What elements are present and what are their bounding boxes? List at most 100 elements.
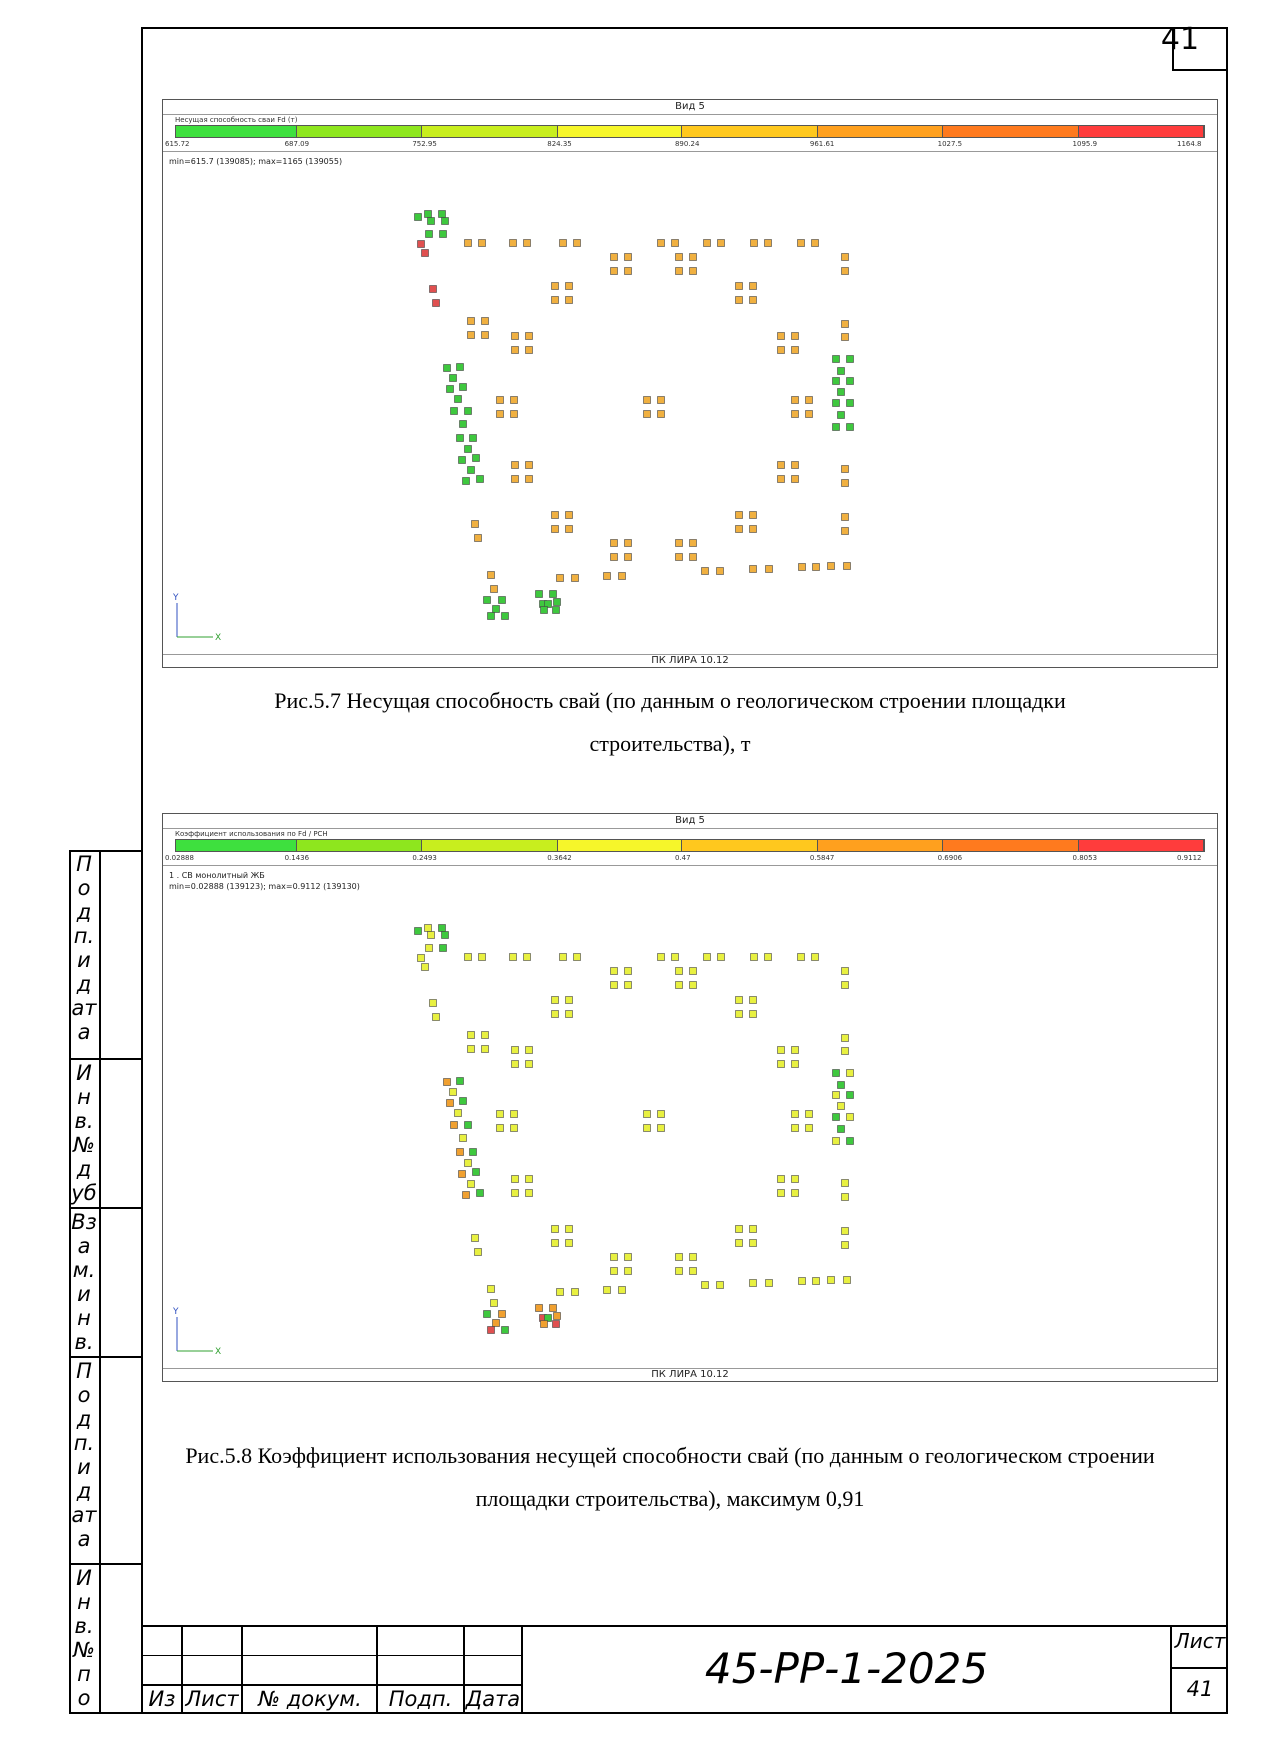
pile-marker [456, 434, 464, 442]
scale-labels: 0.02888 0.1436 0.2493 0.3642 0.47 0.5847 0.690… [163, 854, 1217, 864]
scale-tick-label: 1164.8 [1177, 140, 1202, 148]
scale-tick-label: 0.2493 [412, 854, 437, 862]
pile-marker [610, 1267, 618, 1275]
scale-tick-label: 0.47 [674, 854, 691, 862]
pile-marker [459, 383, 467, 391]
pile-marker [846, 355, 854, 363]
footer-divider [163, 1368, 1217, 1369]
pile-marker [525, 332, 533, 340]
pile-marker [791, 332, 799, 340]
pile-marker [467, 1045, 475, 1053]
title-divider [163, 114, 1217, 115]
pile-marker [551, 1225, 559, 1233]
scale-segment [176, 126, 297, 137]
sheet-box-line [1170, 1667, 1228, 1669]
scale-segment [557, 840, 683, 851]
pile-marker [481, 1045, 489, 1053]
pile-marker [764, 239, 772, 247]
pile-marker [657, 1124, 665, 1132]
pile-plan: YX [172, 210, 854, 643]
pile-marker [429, 285, 437, 293]
scale-segment [1079, 840, 1204, 851]
pile-marker [487, 1326, 495, 1334]
pile-marker [624, 253, 632, 261]
pile-marker [478, 953, 486, 961]
pile-marker [525, 1046, 533, 1054]
pile-marker [701, 567, 709, 575]
pile-marker [551, 282, 559, 290]
pile-marker [805, 1124, 813, 1132]
pile-marker [832, 355, 840, 363]
pile-marker [610, 981, 618, 989]
title-block-top-line [141, 1625, 1228, 1627]
pile-marker [510, 1110, 518, 1118]
pile-marker [671, 953, 679, 961]
pile-marker [462, 1191, 470, 1199]
pile-marker [703, 953, 711, 961]
pile-marker [443, 1078, 451, 1086]
pile-marker [559, 239, 567, 247]
pile-marker [689, 1253, 697, 1261]
pile-marker [571, 574, 579, 582]
pile-marker [432, 1013, 440, 1021]
footer-divider [163, 654, 1217, 655]
pile-marker [837, 388, 845, 396]
pile-marker [841, 1179, 849, 1187]
pile-marker [487, 571, 495, 579]
pile-marker [496, 410, 504, 418]
pile-marker [643, 1110, 651, 1118]
pile-marker [791, 346, 799, 354]
pile-marker [525, 1189, 533, 1197]
pile-marker [846, 1091, 854, 1099]
pile-marker [551, 525, 559, 533]
pile-marker [610, 553, 618, 561]
pile-marker [565, 282, 573, 290]
pile-marker [511, 1060, 519, 1068]
pile-marker [535, 590, 543, 598]
software-footer: ПК ЛИРА 10.12 [651, 655, 729, 666]
pile-marker [689, 967, 697, 975]
y-axis-label: Y [172, 1307, 179, 1317]
scale-tick-label: 0.5847 [809, 854, 835, 862]
pile-marker [837, 1125, 845, 1133]
pile-marker [483, 1310, 491, 1318]
figure-utilization: Вид 5 Коэффициент использования по Fd / … [162, 813, 1218, 1382]
col-label-change: Из [148, 1687, 176, 1711]
pile-marker [464, 445, 472, 453]
pile-marker [832, 1113, 840, 1121]
pile-marker [544, 1314, 552, 1322]
pile-marker [791, 1046, 799, 1054]
pile-marker [549, 590, 557, 598]
pile-marker [496, 396, 504, 404]
pile-marker [456, 363, 464, 371]
pile-marker [446, 1099, 454, 1107]
pile-marker [841, 333, 849, 341]
pile-marker [624, 981, 632, 989]
pile-marker [467, 1031, 475, 1039]
pile-marker [459, 1134, 467, 1142]
col-label-doc-no: № докум. [258, 1687, 362, 1711]
pile-marker [565, 511, 573, 519]
pile-marker [438, 924, 446, 932]
pile-marker [657, 1110, 665, 1118]
pile-marker [735, 511, 743, 519]
pile-marker [551, 1239, 559, 1247]
pile-marker [490, 1299, 498, 1307]
pile-marker [472, 1168, 480, 1176]
pile-marker [421, 249, 429, 257]
pile-marker [476, 475, 484, 483]
pile-marker [675, 1267, 683, 1275]
pile-marker [841, 465, 849, 473]
pile-marker [429, 999, 437, 1007]
pile-marker [716, 1281, 724, 1289]
pile-marker [464, 1121, 472, 1129]
title-divider [163, 828, 1217, 829]
pile-marker [675, 539, 683, 547]
pile-marker [749, 1279, 757, 1287]
pile-marker [525, 346, 533, 354]
side-label-dup-inv: Инв. № дубл. [71, 1061, 97, 1205]
pile-marker [525, 475, 533, 483]
pile-marker [464, 239, 472, 247]
pile-marker [551, 1010, 559, 1018]
scale-tick-label: 752.95 [412, 140, 437, 148]
